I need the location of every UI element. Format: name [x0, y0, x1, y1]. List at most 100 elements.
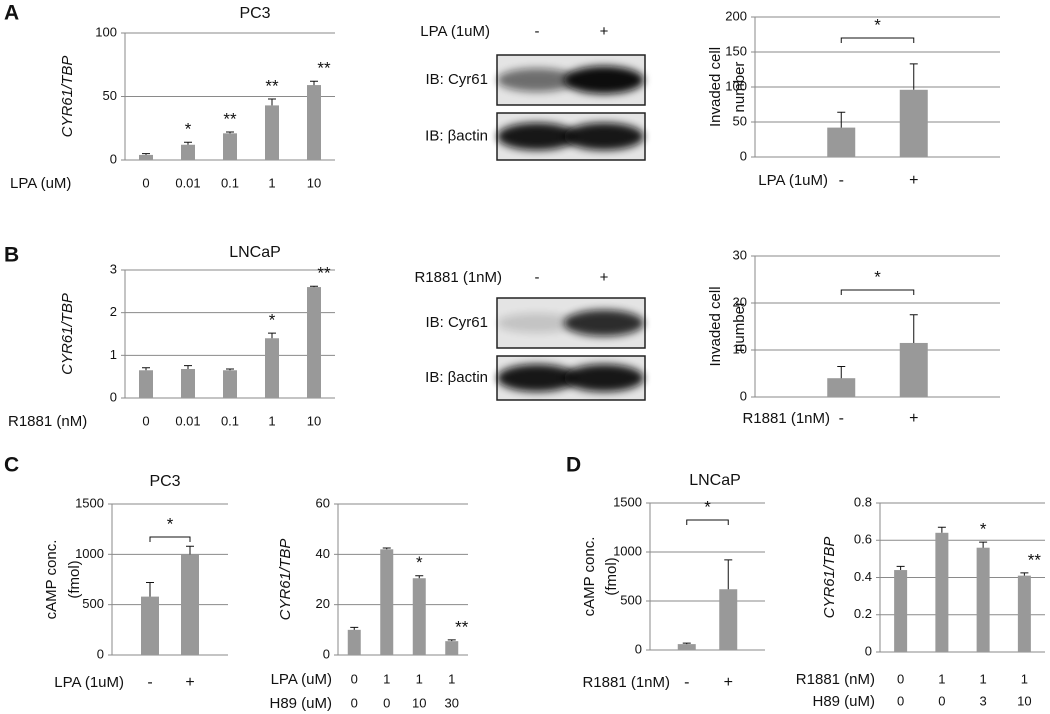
x-tick-label: 1 [980, 671, 987, 686]
x-tick-label: 0 [897, 671, 904, 686]
y-tick-label: 40 [316, 546, 330, 561]
y-tick-label: 0 [323, 646, 330, 661]
x-tick-label: 0 [142, 413, 149, 428]
bracket [686, 519, 729, 525]
bar [899, 89, 928, 157]
blot-band [564, 364, 644, 392]
y-tick-label: 0 [110, 151, 117, 166]
y-tick-label: 500 [620, 592, 642, 607]
error-bar [146, 582, 154, 597]
x-axis-label: H89 (uM) [269, 695, 332, 712]
x-tick-label: 10 [1017, 693, 1031, 708]
x-tick-label: 0.01 [175, 413, 200, 428]
y-tick-label: 0 [635, 641, 642, 656]
error-bar [909, 63, 918, 90]
x-tick-label: 10 [412, 695, 426, 710]
x-axis-label: LPA (uM) [271, 671, 332, 688]
x-tick-label: 1 [448, 671, 455, 686]
x-tick-label: - [839, 410, 844, 427]
y-tick-label: 0 [97, 646, 104, 661]
y-axis-label: number [731, 62, 748, 113]
y-tick-label: 100 [95, 24, 117, 39]
y-axis-label: Invaded cell [707, 286, 724, 366]
bracket [840, 289, 915, 295]
x-tick-label: - [684, 674, 689, 691]
x-tick-label: 1 [1021, 671, 1028, 686]
error-bar [268, 332, 276, 339]
x-tick-label: 0 [351, 695, 358, 710]
blot-row-label: IB: βactin [425, 369, 488, 386]
significance: ** [223, 110, 237, 129]
significance: ** [317, 264, 331, 283]
bar [223, 133, 237, 160]
x-tick-label: 0.1 [221, 413, 239, 428]
x-axis-label: R1881 (1nM) [582, 674, 670, 691]
error-bar [837, 111, 846, 128]
bracket [840, 37, 915, 43]
bar [223, 370, 237, 398]
lane-label: + [600, 23, 609, 40]
bar [347, 629, 361, 655]
x-tick-label: 0.1 [221, 175, 239, 190]
x-tick-label: 1 [416, 671, 423, 686]
y-tick-label: 10 [733, 341, 747, 356]
bar [677, 644, 696, 650]
error-bar [896, 565, 905, 571]
treatment-label: LPA (1uM) [420, 23, 490, 40]
blot-row-label: IB: βactin [425, 127, 488, 144]
error-bar [142, 367, 150, 371]
error-bar [682, 642, 691, 645]
significance: * [874, 15, 881, 34]
x-tick-label: 10 [307, 175, 321, 190]
y-tick-label: 20 [316, 596, 330, 611]
bar [181, 368, 195, 398]
y-axis-label: number [731, 301, 748, 352]
y-axis-label: (fmol) [603, 557, 620, 595]
error-bar [382, 547, 391, 550]
x-tick-label: + [185, 674, 194, 691]
y-tick-label: 60 [316, 495, 330, 510]
blot-band [497, 68, 577, 92]
error-bar [837, 365, 846, 379]
significance: ** [265, 77, 279, 96]
x-tick-label: 0 [897, 693, 904, 708]
chart-title: PC3 [239, 5, 270, 22]
panel-label: A [4, 2, 19, 25]
bar [139, 370, 153, 398]
lane-label: - [535, 269, 540, 286]
x-tick-label: + [909, 410, 918, 427]
y-tick-label: 1500 [613, 494, 642, 509]
blot-band [564, 309, 644, 337]
x-tick-label: 1 [938, 671, 945, 686]
treatment-label: R1881 (1nM) [414, 269, 502, 286]
significance: ** [317, 59, 331, 78]
error-bar [310, 285, 318, 288]
x-axis-label: R1881 (1nM) [742, 410, 830, 427]
y-tick-label: 30 [733, 247, 747, 262]
x-tick-label: + [909, 172, 918, 189]
x-tick-label: 0 [142, 175, 149, 190]
y-tick-label: 0.8 [854, 494, 872, 509]
y-tick-label: 50 [733, 113, 747, 128]
bar [139, 154, 153, 160]
y-tick-label: 2 [110, 304, 117, 319]
error-bar [1020, 572, 1029, 576]
bar [265, 338, 279, 398]
error-bar [937, 526, 946, 533]
x-tick-label: 3 [980, 693, 987, 708]
lane-label: - [535, 23, 540, 40]
x-tick-label: 0 [383, 695, 390, 710]
y-tick-label: 0.4 [854, 569, 872, 584]
y-tick-label: 3 [110, 261, 117, 276]
bar [827, 378, 856, 397]
x-tick-label: 0 [351, 671, 358, 686]
blot-band [497, 313, 577, 333]
blot-band [497, 122, 577, 151]
bar [935, 532, 949, 652]
error-bar [268, 98, 276, 106]
bar [719, 589, 738, 650]
x-tick-label: 0 [938, 693, 945, 708]
y-tick-label: 20 [733, 294, 747, 309]
y-tick-label: 0.2 [854, 606, 872, 621]
significance: * [704, 497, 711, 516]
